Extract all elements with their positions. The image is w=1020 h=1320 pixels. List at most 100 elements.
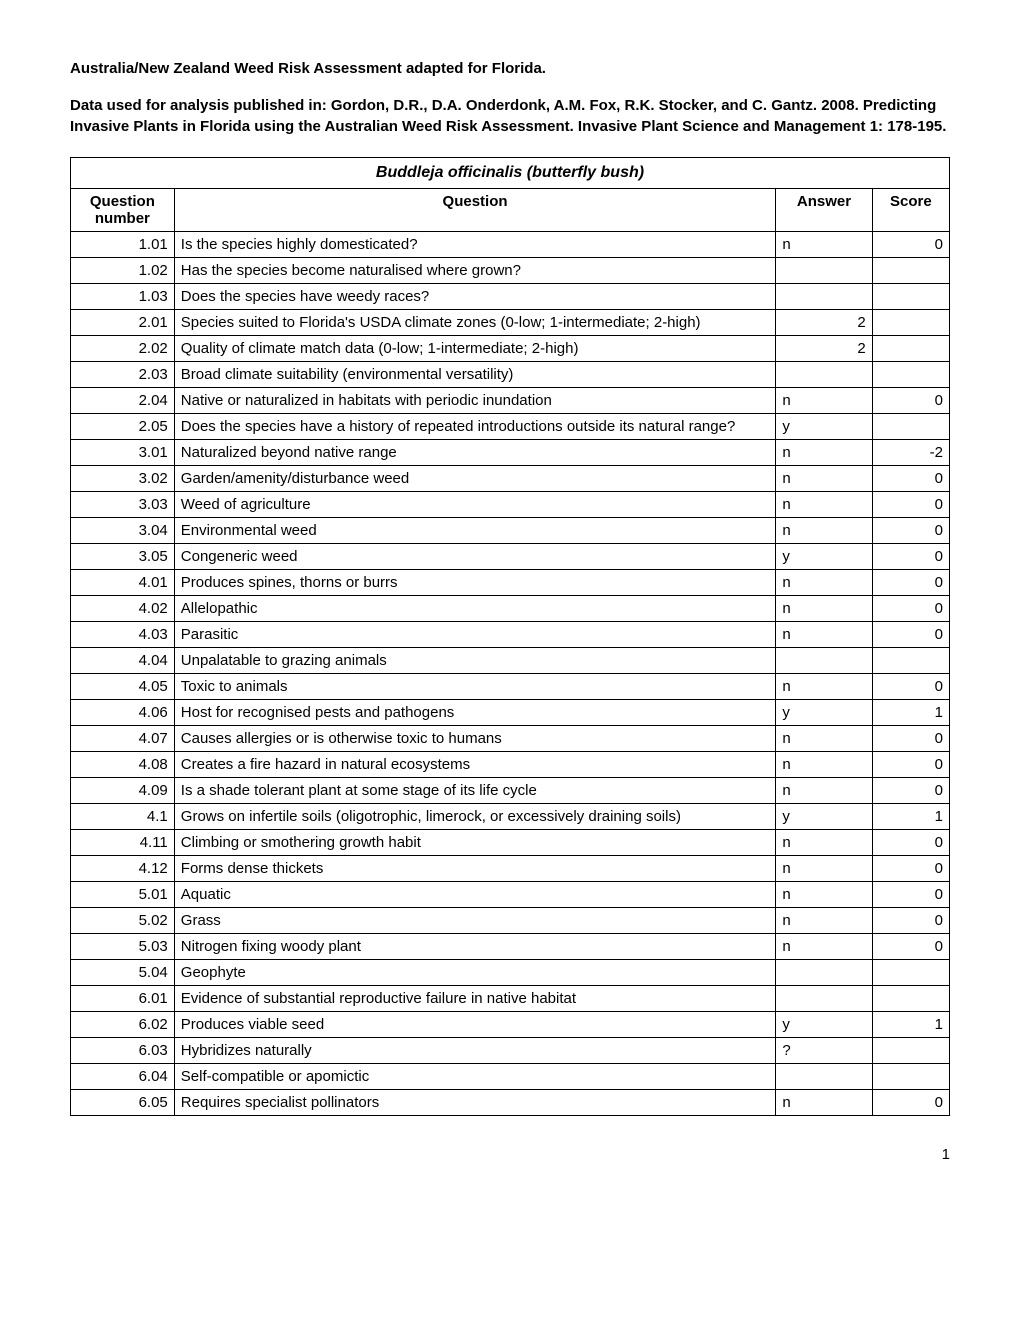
cell-answer: n [776, 232, 872, 258]
cell-answer [776, 648, 872, 674]
cell-question-number: 6.03 [71, 1038, 175, 1064]
document-subheading: Data used for analysis published in: Gor… [70, 95, 950, 137]
table-row: 4.01Produces spines, thorns or burrsn0 [71, 570, 950, 596]
cell-score: 0 [872, 830, 949, 856]
cell-score: 0 [872, 388, 949, 414]
cell-question: Does the species have a history of repea… [174, 414, 776, 440]
cell-question: Forms dense thickets [174, 856, 776, 882]
cell-score: 0 [872, 1090, 949, 1116]
cell-answer: n [776, 726, 872, 752]
cell-question: Allelopathic [174, 596, 776, 622]
cell-score: 0 [872, 778, 949, 804]
cell-question-number: 4.1 [71, 804, 175, 830]
cell-answer: n [776, 440, 872, 466]
cell-question: Produces spines, thorns or burrs [174, 570, 776, 596]
cell-question: Quality of climate match data (0-low; 1-… [174, 336, 776, 362]
cell-question: Is a shade tolerant plant at some stage … [174, 778, 776, 804]
header-answer: Answer [776, 189, 872, 232]
table-row: 3.03Weed of agriculturen0 [71, 492, 950, 518]
table-row: 5.02Grassn0 [71, 908, 950, 934]
cell-question-number: 4.12 [71, 856, 175, 882]
cell-score [872, 284, 949, 310]
cell-answer: n [776, 908, 872, 934]
cell-question-number: 3.04 [71, 518, 175, 544]
cell-question: Toxic to animals [174, 674, 776, 700]
cell-question-number: 4.01 [71, 570, 175, 596]
table-row: 1.02Has the species become naturalised w… [71, 258, 950, 284]
cell-question: Climbing or smothering growth habit [174, 830, 776, 856]
cell-question: Does the species have weedy races? [174, 284, 776, 310]
cell-answer: n [776, 752, 872, 778]
cell-answer: n [776, 1090, 872, 1116]
header-question-number: Question number [71, 189, 175, 232]
cell-question-number: 4.09 [71, 778, 175, 804]
cell-score: 0 [872, 570, 949, 596]
cell-score [872, 1064, 949, 1090]
cell-score [872, 310, 949, 336]
cell-question: Evidence of substantial reproductive fai… [174, 986, 776, 1012]
cell-score: 1 [872, 1012, 949, 1038]
table-row: 5.03Nitrogen fixing woody plantn0 [71, 934, 950, 960]
cell-question: Grass [174, 908, 776, 934]
document-heading: Australia/New Zealand Weed Risk Assessme… [70, 60, 950, 77]
cell-answer [776, 362, 872, 388]
table-title-row: Buddleja officinalis (butterfly bush) [71, 158, 950, 189]
cell-score: 1 [872, 700, 949, 726]
cell-score: 0 [872, 492, 949, 518]
cell-score: 0 [872, 908, 949, 934]
table-row: 2.01Species suited to Florida's USDA cli… [71, 310, 950, 336]
cell-question: Environmental weed [174, 518, 776, 544]
table-row: 2.02Quality of climate match data (0-low… [71, 336, 950, 362]
cell-question-number: 4.05 [71, 674, 175, 700]
table-row: 4.03Parasiticn0 [71, 622, 950, 648]
table-row: 3.02Garden/amenity/disturbance weedn0 [71, 466, 950, 492]
cell-question-number: 5.04 [71, 960, 175, 986]
cell-score [872, 960, 949, 986]
cell-answer: y [776, 804, 872, 830]
cell-question-number: 2.04 [71, 388, 175, 414]
cell-question-number: 5.02 [71, 908, 175, 934]
cell-question-number: 2.01 [71, 310, 175, 336]
cell-answer: 2 [776, 336, 872, 362]
cell-question: Self-compatible or apomictic [174, 1064, 776, 1090]
cell-score [872, 258, 949, 284]
cell-question-number: 1.03 [71, 284, 175, 310]
table-row: 3.05Congeneric weedy0 [71, 544, 950, 570]
cell-question: Host for recognised pests and pathogens [174, 700, 776, 726]
cell-answer: n [776, 518, 872, 544]
cell-question-number: 4.08 [71, 752, 175, 778]
cell-question: Unpalatable to grazing animals [174, 648, 776, 674]
table-row: 2.03Broad climate suitability (environme… [71, 362, 950, 388]
cell-question: Aquatic [174, 882, 776, 908]
cell-answer: n [776, 596, 872, 622]
cell-answer: 2 [776, 310, 872, 336]
cell-question: Hybridizes naturally [174, 1038, 776, 1064]
cell-score: 1 [872, 804, 949, 830]
cell-answer: n [776, 622, 872, 648]
cell-answer: y [776, 700, 872, 726]
page-number: 1 [70, 1146, 950, 1163]
cell-score: 0 [872, 752, 949, 778]
cell-question: Weed of agriculture [174, 492, 776, 518]
table-row: 6.04Self-compatible or apomictic [71, 1064, 950, 1090]
cell-score: 0 [872, 232, 949, 258]
table-row: 6.05Requires specialist pollinatorsn0 [71, 1090, 950, 1116]
cell-score: 0 [872, 934, 949, 960]
cell-question: Has the species become naturalised where… [174, 258, 776, 284]
cell-question: Native or naturalized in habitats with p… [174, 388, 776, 414]
cell-question: Geophyte [174, 960, 776, 986]
cell-question: Causes allergies or is otherwise toxic t… [174, 726, 776, 752]
cell-answer: ? [776, 1038, 872, 1064]
cell-question-number: 4.07 [71, 726, 175, 752]
cell-question-number: 2.02 [71, 336, 175, 362]
cell-answer: n [776, 856, 872, 882]
cell-answer: n [776, 570, 872, 596]
cell-question-number: 4.02 [71, 596, 175, 622]
cell-question: Congeneric weed [174, 544, 776, 570]
cell-answer: y [776, 414, 872, 440]
cell-question-number: 2.05 [71, 414, 175, 440]
table-row: 1.03Does the species have weedy races? [71, 284, 950, 310]
cell-question: Broad climate suitability (environmental… [174, 362, 776, 388]
table-row: 6.01Evidence of substantial reproductive… [71, 986, 950, 1012]
assessment-table: Buddleja officinalis (butterfly bush) Qu… [70, 157, 950, 1116]
